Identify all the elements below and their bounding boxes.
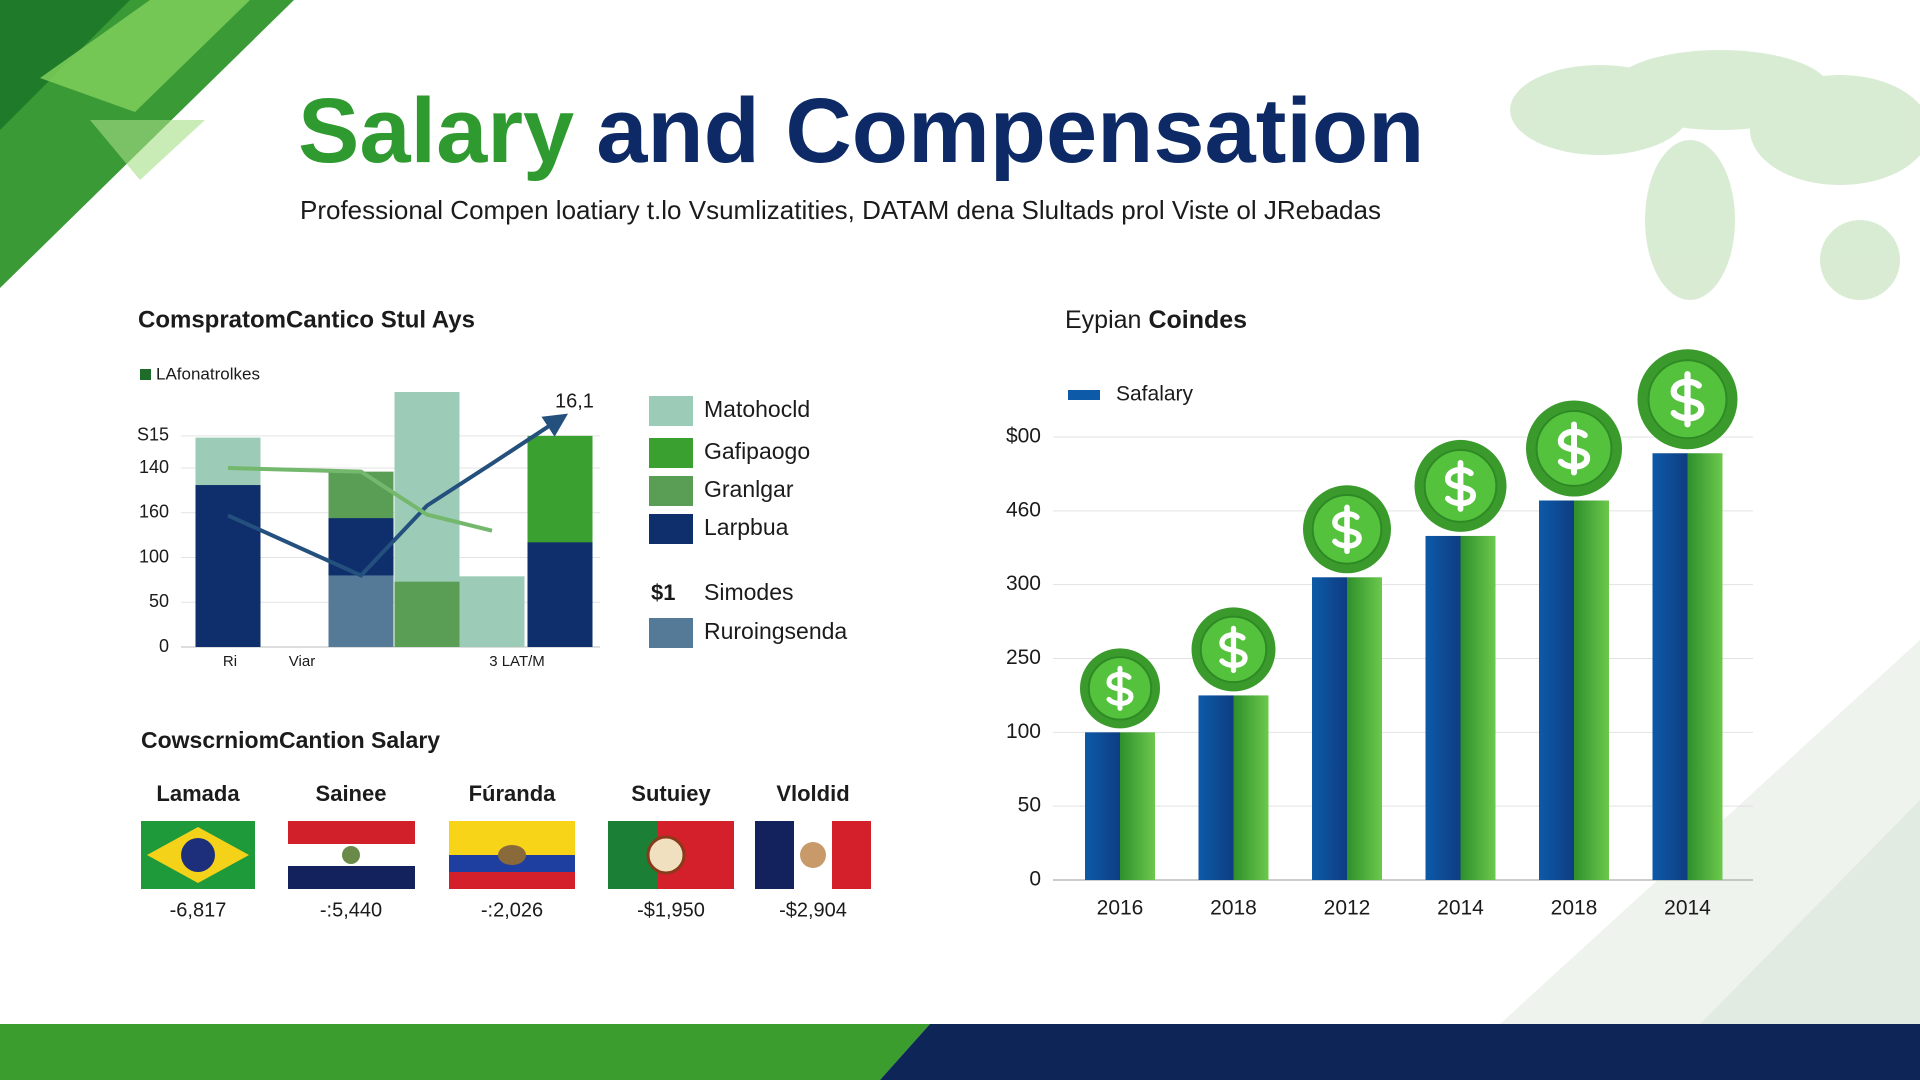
x-tick-label: 2012 [1324,897,1371,920]
x-tick-label: Viar [289,653,315,670]
section-title: ComspratomCantico Stul Ays [138,306,475,333]
bar [328,575,394,647]
flag [608,821,734,889]
legend-label: Larpbua [704,514,789,540]
dynamic-layer: 0 50 100 160 140 S15 Ri Viar 3 LAT/M Matohocld Gaf… [137,349,1753,921]
legend-title: LAfonatrolkes [156,364,260,383]
flag [288,821,415,889]
legend-marker [649,514,693,544]
bar [394,581,460,647]
legend-marker [649,396,693,426]
bar [1652,453,1723,880]
title-blue: and Compensation [596,80,1424,182]
dollar-sign [1106,665,1134,711]
bar [1425,535,1496,880]
flag-name: Sutuiey [631,781,711,806]
legend-marker: $1 [651,580,675,605]
y-tick-label: 300 [1006,572,1041,595]
section-title: Eypian Coindes [1065,306,1247,334]
y-tick-label: 50 [149,591,169,611]
legend-marker [649,476,693,506]
flag-name: Vloldid [776,781,849,806]
y-tick-label: 0 [1029,868,1041,891]
flag [755,821,871,889]
dollar-sign [1670,371,1705,428]
legend-label: Simodes [704,579,793,605]
coin-icon [1080,648,1160,729]
bar [1539,500,1609,880]
flag-value: -$2,904 [779,899,847,921]
bar [459,576,525,647]
title-bold: Coindes [1148,306,1247,334]
legend-label: Ruroingsenda [704,618,847,644]
y-tick-label: 140 [139,457,169,477]
flag-value: -6,817 [170,899,227,921]
flag-name: Fúranda [469,781,557,806]
flag [141,821,255,889]
flag-value: -:2,026 [481,899,543,921]
bar [527,542,593,647]
legend-title-marker [140,369,151,380]
legend-label: Matohocld [704,396,810,422]
coin-icon [1303,485,1391,574]
legend-marker [649,618,693,648]
dollar-sign [1332,504,1362,555]
section-title: CowscrniomCantion Salary [141,727,440,753]
y-tick-label: 160 [139,502,169,522]
coin-icon [1191,607,1276,692]
flag-value: -$1,950 [637,899,705,921]
y-tick-label: 50 [1018,794,1041,817]
dollar-sign [1219,625,1248,674]
legend-label: Granlgar [704,476,794,502]
x-tick-label: 2016 [1097,897,1144,920]
dollar-sign [1444,460,1477,512]
y-tick-label: 0 [159,636,169,656]
line-series [227,466,493,533]
flag-name: Lamada [156,781,240,806]
bar [195,485,261,647]
coin-icon [1414,439,1507,532]
legend-marker [1068,390,1100,400]
y-tick-label: 460 [1006,498,1041,521]
flag [449,821,575,889]
legend-marker [649,438,693,468]
y-tick-label: $00 [1006,425,1041,448]
flag-value: -:5,440 [320,899,382,921]
coin-icon [1637,349,1738,450]
x-tick-label: 2018 [1210,897,1257,920]
line-series [227,413,569,578]
y-tick-label: S15 [137,425,169,445]
x-tick-label: 3 LAT/M [489,653,545,670]
y-tick-label: 100 [139,546,169,566]
subtitle: Professional Compen loatiary t.lo Vsumli… [300,195,1381,225]
legend-label: Safalary [1116,383,1194,406]
page-title: Salary and Compensation [298,80,1424,182]
title-green: Salary [298,80,574,182]
bar [1312,577,1382,880]
annotation: 16,1 [555,390,594,412]
bar [1198,695,1269,880]
coin-icon [1526,400,1622,497]
y-tick-label: 250 [1006,646,1041,669]
x-tick-label: Ri [223,653,237,670]
legend-label: Gafipaogo [704,438,810,464]
x-tick-label: 2014 [1437,897,1484,920]
flag-name: Sainee [316,781,387,806]
bar [1085,732,1155,880]
y-tick-label: 100 [1006,720,1041,743]
title-regular: Eypian [1065,306,1141,334]
dollar-sign [1557,421,1591,476]
x-tick-label: 2018 [1551,897,1598,920]
x-tick-label: 2014 [1664,897,1711,920]
